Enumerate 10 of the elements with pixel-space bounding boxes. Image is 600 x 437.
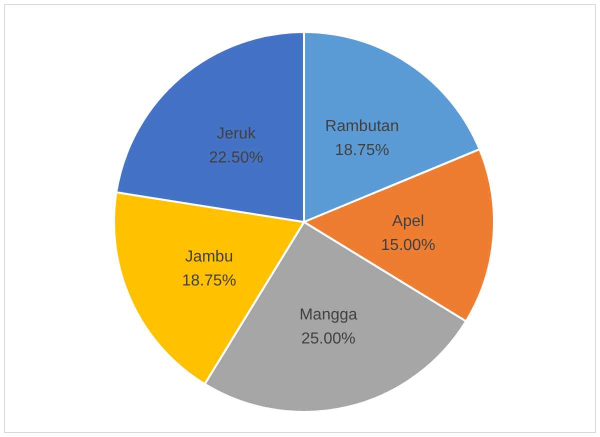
slice-label: Mangga <box>299 306 358 324</box>
data-label: 15.00% <box>381 237 436 254</box>
data-label: 22.50% <box>209 150 264 167</box>
data-label: 18.75% <box>182 272 236 290</box>
data-label: 25.00% <box>301 330 356 348</box>
slice-label: Jambu <box>185 248 234 266</box>
data-label: 18.75% <box>334 142 390 160</box>
slice-label: Jeruk <box>216 126 257 143</box>
slice-label: Rambutan <box>325 118 399 136</box>
slice-label: Apel <box>392 213 424 230</box>
